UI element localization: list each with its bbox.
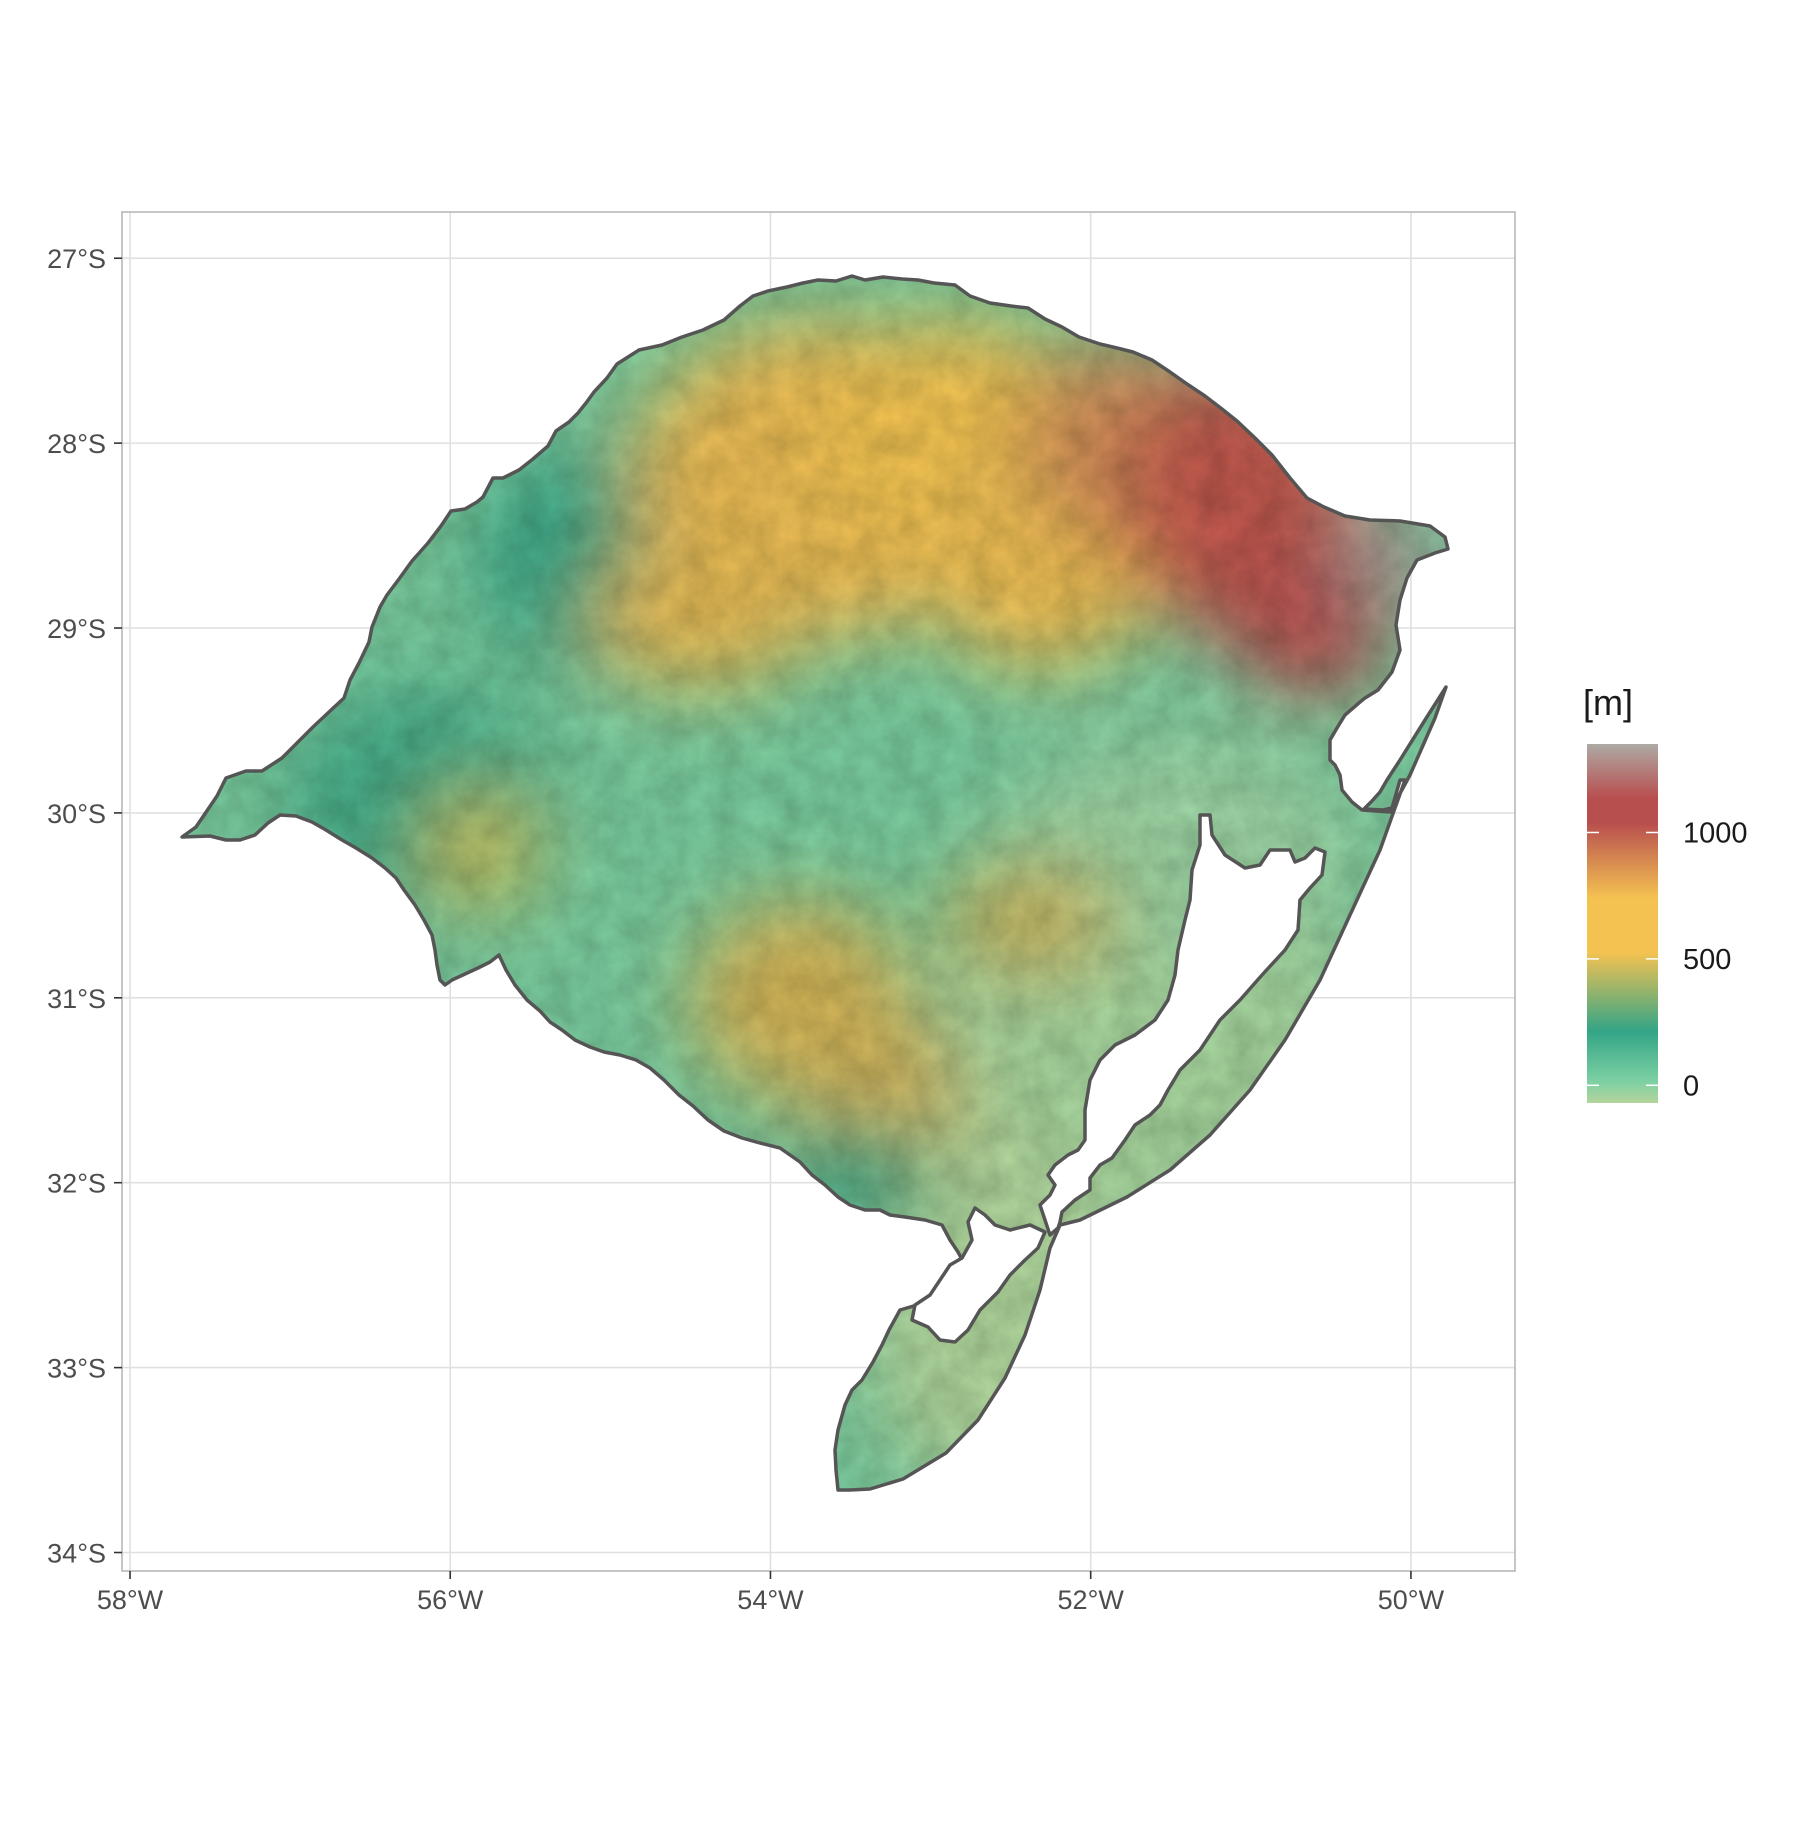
y-tick-label: 32°S <box>47 1169 106 1199</box>
y-tick-label: 31°S <box>47 984 106 1014</box>
lagoa-mirim <box>910 1206 1047 1344</box>
legend-colorbar <box>1587 744 1658 1103</box>
x-tick-label: 52°W <box>1058 1585 1125 1615</box>
y-tick-label: 28°S <box>47 429 106 459</box>
state-outline <box>180 274 1450 1492</box>
panel-border <box>121 211 1516 1572</box>
y-tick-label: 30°S <box>47 799 106 829</box>
x-tick-label: 56°W <box>417 1585 484 1615</box>
y-axis: 27°S 28°S 29°S 30°S 31°S 32°S 33°S 34°S <box>47 244 122 1569</box>
x-tick-label: 58°W <box>97 1585 164 1615</box>
legend-ticks: 0 500 1000 <box>1587 817 1748 1102</box>
x-tick-label: 54°W <box>737 1585 804 1615</box>
x-tick-label: 50°W <box>1378 1585 1445 1615</box>
x-axis: 58°W 56°W 54°W 52°W 50°W <box>97 1571 1445 1615</box>
legend-label: 1000 <box>1683 817 1748 849</box>
lagoa-dos-patos <box>1038 813 1327 1237</box>
y-tick-label: 34°S <box>47 1539 106 1569</box>
legend: [m] 0 500 1000 <box>1583 682 1748 1103</box>
legend-label: 0 <box>1683 1070 1699 1102</box>
y-tick-label: 27°S <box>47 244 106 274</box>
legend-title: [m] <box>1583 682 1633 723</box>
y-tick-label: 33°S <box>47 1354 106 1384</box>
y-tick-label: 29°S <box>47 614 106 644</box>
legend-label: 500 <box>1683 944 1731 976</box>
